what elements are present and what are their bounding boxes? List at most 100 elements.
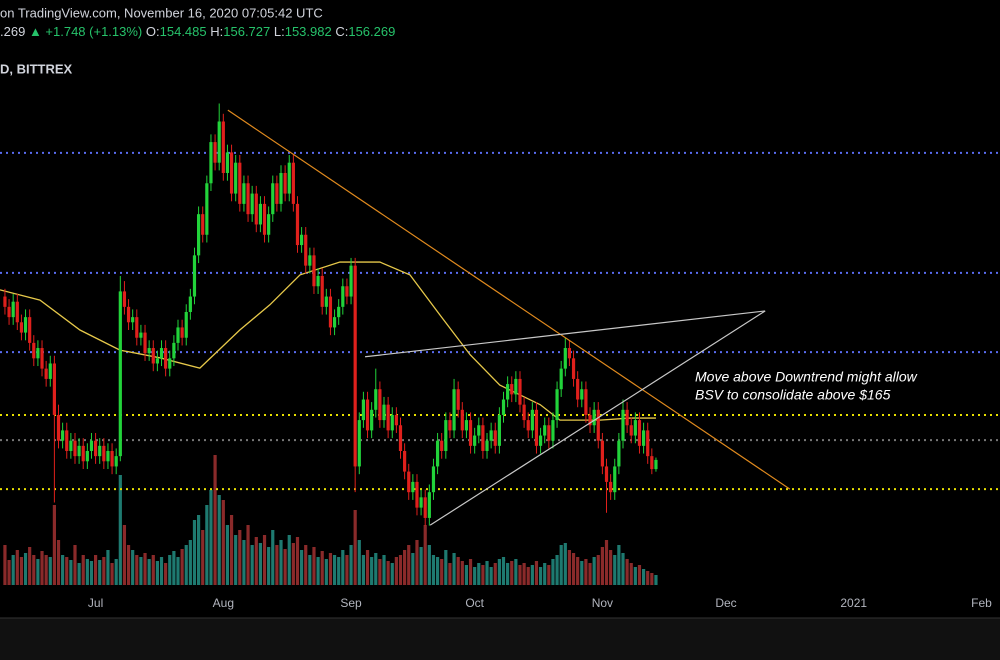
volume-bar: [419, 547, 423, 585]
volume-bar: [357, 540, 361, 585]
volume-bar: [275, 545, 279, 585]
candle-body: [633, 420, 637, 436]
candle-body: [48, 363, 52, 379]
trend-line: [227, 109, 791, 490]
candle-body: [332, 317, 337, 328]
volume-bar: [497, 559, 501, 585]
volume-bar: [427, 545, 431, 585]
volume-bar: [588, 563, 592, 585]
volume-bar: [551, 559, 555, 585]
candle-body: [225, 152, 230, 173]
candle-body: [654, 459, 658, 470]
candle-body: [435, 440, 440, 467]
volume-bar: [262, 535, 267, 585]
annotation: Move above Downtrend might allow: [695, 369, 918, 385]
candle-body: [555, 389, 559, 421]
candle-body: [168, 358, 172, 369]
volume-bar: [415, 540, 419, 585]
candle-body: [320, 275, 324, 307]
volume-bar: [637, 565, 642, 585]
candle-body: [386, 404, 390, 431]
candle-body: [159, 348, 164, 359]
volume-bar: [246, 525, 250, 585]
candle-body: [349, 265, 353, 297]
candle-body: [258, 203, 263, 225]
candle-body: [625, 409, 629, 426]
volume-bar: [267, 547, 271, 585]
candle-body: [370, 409, 374, 431]
candle-body: [242, 183, 246, 204]
volume-bar: [456, 557, 460, 585]
candle-body: [69, 440, 73, 451]
candle-body: [641, 430, 646, 446]
volume-bar: [370, 557, 374, 585]
volume-bar: [238, 530, 242, 585]
candle-body: [36, 348, 40, 359]
volume-bar: [295, 537, 300, 585]
candle-body: [164, 348, 168, 369]
volume-bar: [15, 550, 19, 585]
candle-body: [518, 378, 522, 405]
candle-body: [81, 445, 85, 462]
candle-body: [32, 342, 36, 359]
candle-body: [460, 409, 464, 431]
volume-bar: [291, 543, 295, 585]
volume-bar: [506, 563, 510, 585]
candle-body: [543, 425, 547, 436]
candle-body: [604, 466, 609, 482]
volume-bar: [328, 553, 333, 585]
candle-body: [312, 255, 316, 287]
volume-bar: [126, 545, 131, 585]
volume-bar: [324, 559, 328, 585]
candle-body: [19, 322, 24, 333]
candle-body: [23, 317, 28, 333]
volume-bar: [77, 563, 81, 585]
volume-bar: [36, 559, 40, 585]
volume-bar: [489, 567, 493, 585]
volume-bar: [629, 563, 633, 585]
volume-bar: [547, 565, 551, 585]
volume-bar: [225, 525, 230, 585]
volume-bar: [518, 565, 522, 585]
volume-bar: [118, 475, 122, 585]
volume-bar: [514, 559, 518, 585]
candle-body: [493, 430, 497, 446]
candle-body: [365, 399, 370, 431]
candle-body: [188, 296, 192, 312]
candle-body: [180, 327, 184, 338]
candle-body: [328, 296, 333, 328]
candle-body: [600, 440, 604, 467]
trend-line: [429, 310, 766, 526]
candle-body: [122, 291, 127, 307]
x-tick-label: Nov: [592, 596, 613, 610]
volume-bar: [440, 559, 444, 585]
candle-body: [650, 456, 654, 470]
candle-body: [403, 450, 407, 472]
candle-body: [468, 420, 473, 446]
volume-bar: [271, 530, 275, 585]
volume-bar: [81, 555, 85, 585]
candle-body: [510, 384, 514, 395]
volume-bar: [398, 555, 403, 585]
candle-body: [390, 414, 394, 431]
volume-bar: [110, 563, 114, 585]
volume-bar: [604, 540, 609, 585]
candle-body: [291, 162, 295, 204]
volume-bar: [543, 563, 547, 585]
volume-bar: [431, 555, 436, 585]
volume-bar: [61, 555, 65, 585]
candle-body: [357, 420, 361, 467]
plot: [0, 103, 1000, 585]
candle-body: [538, 435, 543, 446]
volume-bar: [184, 545, 188, 585]
volume-bar: [584, 559, 588, 585]
volume-bar: [349, 545, 353, 585]
candle-body: [337, 306, 341, 318]
volume-bar: [341, 550, 345, 585]
volume-bar: [283, 549, 287, 585]
candle-body: [271, 183, 275, 215]
header-quote: .269 ▲ +1.748 (+1.13%) O:154.485 H:156.7…: [0, 24, 395, 39]
candle-body: [85, 450, 89, 462]
volume-bar: [229, 515, 234, 585]
candle-body: [61, 430, 65, 441]
